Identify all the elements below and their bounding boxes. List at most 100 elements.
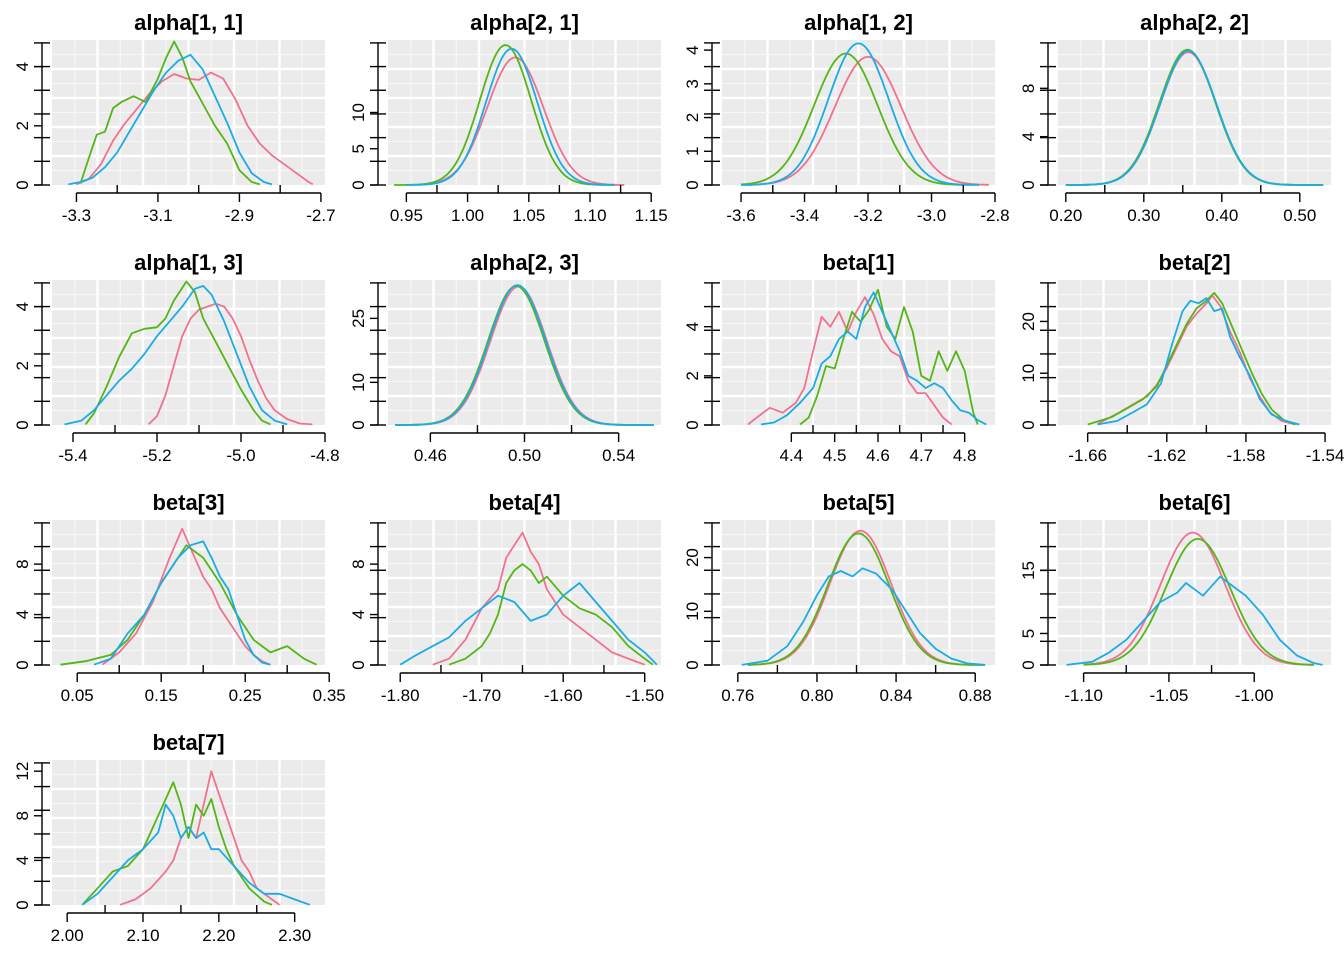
x-tick-label: 4.7 (910, 446, 934, 465)
x-tick-label: -2.7 (306, 206, 335, 225)
density-panel: beta[6] -1.10 -1.05 -1.00 0 5 15 (1019, 490, 1331, 705)
x-tick-label: 0.25 (229, 686, 262, 705)
y-tick-label: 20 (1019, 312, 1038, 331)
x-tick-label: -3.2 (853, 206, 882, 225)
chain-3-density-line (406, 47, 615, 186)
x-tick-label: 2.20 (202, 926, 235, 945)
y-tick-label: 4 (349, 610, 368, 619)
density-panel: alpha[2, 2] 0.20 0.30 0.40 0.50 0 4 8 (1019, 10, 1331, 225)
x-tick-label: -4.8 (310, 446, 339, 465)
x-axis: 0.76 0.80 0.84 0.88 (721, 665, 992, 705)
x-axis: -1.80 -1.70 -1.60 -1.50 (381, 665, 664, 705)
y-tick-label: 2 (13, 361, 32, 370)
y-tick-label: 0 (683, 420, 702, 429)
chain-2-density-line (740, 52, 964, 186)
gridlines (52, 520, 325, 665)
panel-title: alpha[1, 3] (134, 250, 243, 275)
panel-title: alpha[2, 1] (470, 10, 579, 35)
x-tick-label: 0.40 (1205, 206, 1238, 225)
x-tick-label: 0.20 (1049, 206, 1082, 225)
x-tick-label: -3.6 (726, 206, 755, 225)
chain-3-density-line (741, 42, 980, 186)
y-tick-label: 3 (683, 79, 702, 88)
x-tick-label: 0.50 (1283, 206, 1316, 225)
x-tick-label: -1.54 (1306, 446, 1344, 465)
y-tick-label: 2 (683, 371, 702, 380)
x-axis: -1.66 -1.62 -1.58 -1.54 (1068, 425, 1344, 465)
y-tick-label: 0 (683, 180, 702, 189)
x-tick-label: -1.05 (1150, 686, 1189, 705)
y-tick-label: 10 (683, 602, 702, 621)
density-lines (399, 531, 658, 666)
chain-1-density-line (432, 531, 646, 666)
x-tick-label: -1.70 (462, 686, 501, 705)
chain-3-density-line (741, 567, 986, 666)
chain-1-density-line (1083, 531, 1314, 666)
x-tick-label: 0.46 (414, 446, 447, 465)
density-lines (395, 284, 654, 426)
x-axis: -3.6 -3.4 -3.2 -3.0 -2.8 (726, 185, 1010, 225)
x-tick-label: 0.50 (508, 446, 541, 465)
y-tick-label: 4 (683, 322, 702, 331)
x-tick-label: 0.88 (959, 686, 992, 705)
y-tick-label: 4 (13, 856, 32, 865)
panel-title: beta[5] (822, 490, 894, 515)
y-tick-label: 20 (683, 548, 702, 567)
density-lines (741, 529, 986, 666)
y-tick-label: 12 (13, 762, 32, 781)
y-axis: 0 1 2 3 4 (683, 42, 720, 190)
y-tick-label: 8 (1019, 84, 1038, 93)
y-tick-label: 15 (1019, 561, 1038, 580)
y-tick-label: 5 (1019, 629, 1038, 638)
density-panel: alpha[1, 1] -3.3 -3.1 -2.9 -2.7 0 2 4 (13, 10, 336, 225)
y-tick-label: 0 (13, 420, 32, 429)
chain-2-density-line (79, 40, 261, 186)
x-tick-label: -3.0 (917, 206, 946, 225)
density-panel: beta[4] -1.80 -1.70 -1.60 -1.50 0 4 8 (349, 490, 664, 705)
y-tick-label: 0 (349, 660, 368, 669)
chain-3-density-line (93, 540, 271, 666)
gridlines (52, 760, 325, 905)
x-tick-label: -5.2 (142, 446, 171, 465)
chain-3-density-line (68, 53, 273, 186)
y-tick-label: 0 (349, 180, 368, 189)
y-tick-label: 4 (13, 610, 32, 619)
x-tick-label: -5.4 (58, 446, 87, 465)
chain-3-density-line (399, 582, 658, 666)
density-panel: beta[1] 4.4 4.5 4.6 4.7 4.8 0 2 4 (683, 250, 995, 465)
y-tick-label: 8 (349, 559, 368, 568)
density-lines (60, 527, 317, 666)
density-lines (68, 40, 314, 186)
x-tick-label: -3.3 (62, 206, 91, 225)
density-lines (747, 288, 987, 426)
density-lines (81, 770, 311, 906)
gridlines (388, 40, 661, 185)
y-tick-label: 0 (13, 900, 32, 909)
y-tick-label: 5 (349, 144, 368, 153)
y-tick-label: 8 (13, 811, 32, 820)
x-tick-label: 1.10 (573, 206, 606, 225)
x-tick-label: -1.66 (1068, 446, 1107, 465)
x-tick-label: 2.30 (278, 926, 311, 945)
x-tick-label: 1.00 (451, 206, 484, 225)
y-tick-label: 0 (1019, 180, 1038, 189)
density-panel: beta[2] -1.66 -1.62 -1.58 -1.54 0 10 20 (1019, 250, 1344, 465)
x-tick-label: 2.00 (51, 926, 84, 945)
chain-3-density-line (395, 284, 654, 426)
panel-title: beta[6] (1158, 490, 1230, 515)
gridlines (52, 40, 325, 185)
chain-2-density-line (84, 280, 271, 426)
x-tick-label: 1.05 (512, 206, 545, 225)
chain-2-density-line (448, 563, 654, 666)
x-axis: 4.4 4.5 4.6 4.7 4.8 (780, 425, 976, 465)
x-axis: 0.46 0.50 0.54 (414, 425, 635, 465)
panel-title: beta[4] (488, 490, 560, 515)
density-panel: alpha[2, 1] 0.95 1.00 1.05 1.10 1.15 0 5 10 (349, 10, 668, 225)
chain-3-density-line (1065, 50, 1324, 186)
panel-title: alpha[1, 1] (134, 10, 243, 35)
chain-1-density-line (741, 56, 989, 186)
x-tick-label: 0.80 (800, 686, 833, 705)
y-axis: 0 5 10 (349, 42, 386, 190)
y-tick-label: 0 (13, 180, 32, 189)
y-tick-label: 10 (349, 373, 368, 392)
